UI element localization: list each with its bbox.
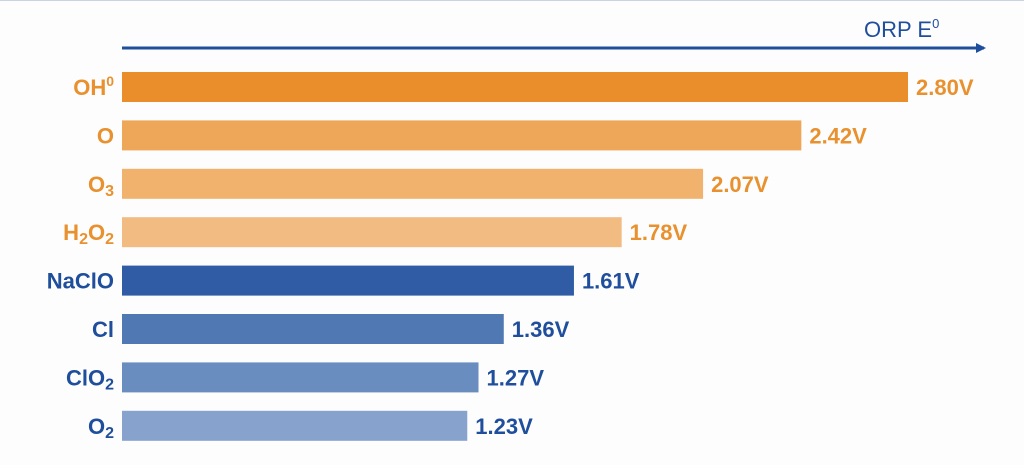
bar <box>122 314 504 344</box>
value-label: 1.78V <box>630 220 688 245</box>
value-label: 1.27V <box>487 365 545 390</box>
category-label: NaClO <box>47 269 114 294</box>
bar <box>122 217 622 248</box>
category-label: ClO2 <box>66 365 114 393</box>
category-label: OH0 <box>73 73 114 100</box>
value-label: 1.36V <box>512 317 570 342</box>
bar <box>122 72 908 102</box>
category-label: H2O2 <box>63 220 114 248</box>
value-label: 1.23V <box>475 414 533 439</box>
value-label: 1.61V <box>582 269 640 294</box>
category-label: O2 <box>88 414 114 442</box>
category-label: O <box>97 123 114 148</box>
bar <box>122 265 574 296</box>
bars-layer: OH0 2.80V O 2.42V O3 2.07V H2O2 1.78V NaClO 1.61V… <box>47 72 974 442</box>
bar <box>122 362 479 393</box>
value-label: 2.80V <box>916 75 974 100</box>
bar <box>122 168 704 199</box>
category-label: Cl <box>92 317 114 342</box>
value-label: 2.07V <box>711 172 769 197</box>
bar <box>122 410 468 441</box>
bar <box>122 120 802 151</box>
value-label: 2.42V <box>809 123 867 148</box>
axis-title: ORP E0 <box>864 16 939 42</box>
axis-title-sup: 0 <box>932 16 939 31</box>
category-label: O3 <box>88 172 114 200</box>
